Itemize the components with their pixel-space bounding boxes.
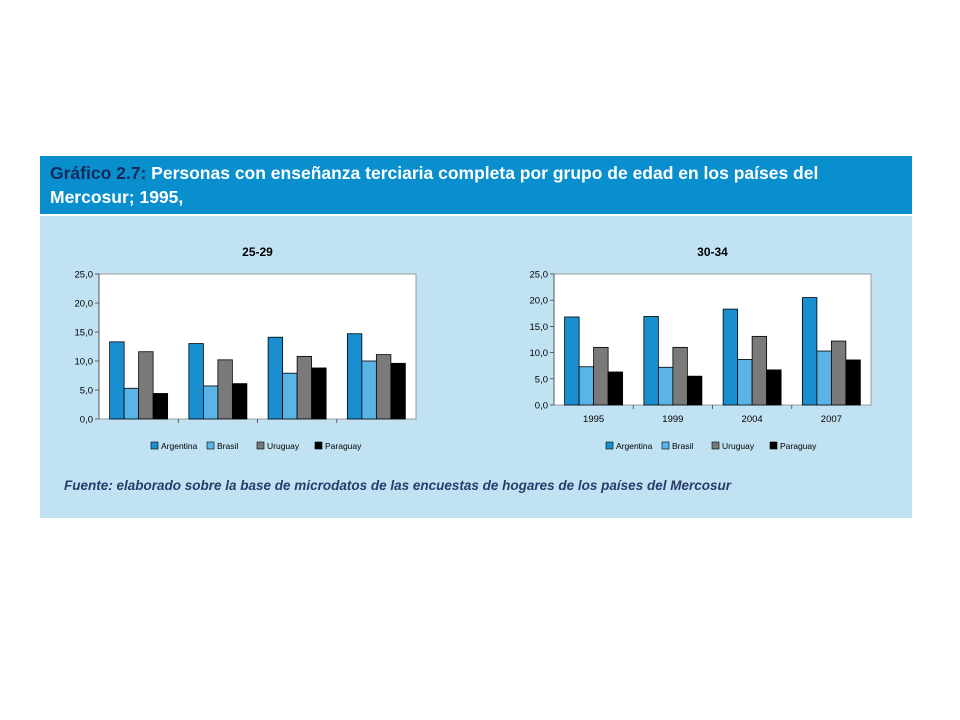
- legend-swatch: [150, 441, 159, 450]
- figure-label: Gráfico 2.7:: [50, 163, 147, 183]
- y-tick-label: 5,0: [535, 374, 548, 385]
- x-tick-label: 1999: [662, 414, 683, 425]
- bar-argentina: [267, 336, 284, 420]
- x-tick-label: 1995: [583, 414, 604, 425]
- bar-brasil: [361, 360, 377, 420]
- x-tick-label: 2007: [821, 414, 842, 425]
- bar-uruguay: [672, 346, 688, 406]
- bar-brasil: [123, 387, 140, 420]
- legend-label: Argentina: [161, 441, 198, 451]
- bar-brasil: [578, 366, 595, 406]
- bar-uruguay: [296, 355, 313, 420]
- bar-paraguay: [766, 369, 782, 406]
- bar-uruguay: [375, 354, 392, 420]
- legend-swatch: [711, 441, 720, 450]
- legend-swatch: [256, 441, 265, 450]
- y-tick-label: 15,0: [530, 322, 549, 333]
- bar-argentina: [109, 341, 125, 420]
- bar-paraguay: [311, 367, 327, 420]
- bar-brasil: [737, 359, 753, 406]
- bar-uruguay: [830, 340, 847, 406]
- y-tick-label: 0,0: [80, 415, 93, 426]
- y-tick-label: 25,0: [530, 270, 549, 281]
- legend-label: Paraguay: [325, 441, 362, 451]
- bar-uruguay: [593, 346, 609, 406]
- chart-header: Gráfico 2.7: Personas con enseñanza terc…: [40, 156, 912, 231]
- bar-argentina: [188, 343, 204, 420]
- bar-paraguay: [686, 375, 703, 406]
- bar-brasil: [202, 385, 219, 420]
- chart-title: 25-29: [242, 245, 273, 259]
- y-tick-label: 20,0: [75, 299, 94, 310]
- bar-argentina: [643, 316, 659, 406]
- bar-argentina: [722, 308, 739, 406]
- y-tick-label: 0,0: [535, 401, 548, 412]
- y-tick-label: 20,0: [530, 296, 549, 307]
- bar-brasil: [816, 350, 832, 406]
- bar-uruguay: [217, 359, 233, 420]
- y-tick-label: 10,0: [530, 348, 549, 359]
- y-tick-label: 10,0: [75, 357, 94, 368]
- bar-paraguay: [845, 359, 861, 406]
- legend-swatch: [206, 441, 215, 450]
- legend-label: Paraguay: [780, 441, 817, 451]
- bar-argentina: [346, 333, 363, 420]
- source-note: Fuente: elaborado sobre la base de micro…: [64, 478, 731, 493]
- legend-label: Uruguay: [722, 441, 755, 451]
- y-tick-label: 5,0: [80, 386, 93, 397]
- y-tick-label: 25,0: [75, 270, 94, 281]
- x-tick-label: 2004: [742, 414, 763, 425]
- bar-paraguay: [152, 393, 169, 420]
- bar-uruguay: [138, 351, 154, 420]
- legend-label: Brasil: [672, 441, 693, 451]
- bar-brasil: [282, 372, 298, 420]
- legend-swatch: [314, 441, 323, 450]
- bar-argentina: [801, 297, 818, 406]
- bar-uruguay: [751, 335, 768, 406]
- chart-panel: 25-29 0,0 5,0 10,0 15,0 20,0 25,0 Argentina Bras…: [40, 216, 912, 518]
- chart-title: 30-34: [697, 245, 728, 259]
- bar-paraguay: [231, 383, 248, 420]
- y-tick-label: 15,0: [75, 328, 94, 339]
- bar-argentina: [564, 316, 580, 406]
- legend-swatch: [661, 441, 670, 450]
- figure-title-line-1: Personas con enseñanza terciaria complet…: [50, 163, 819, 207]
- legend-swatch: [769, 441, 778, 450]
- bar-brasil: [657, 366, 674, 406]
- bar-paraguay: [390, 362, 406, 420]
- legend-label: Brasil: [217, 441, 238, 451]
- header-line-1: Gráfico 2.7: Personas con enseñanza terc…: [50, 161, 902, 209]
- legend-label: Argentina: [616, 441, 653, 451]
- bar-paraguay: [607, 371, 624, 406]
- charts-svg: 25-29 0,0 5,0 10,0 15,0 20,0 25,0 Argentina Bras…: [75, 245, 872, 451]
- legend-swatch: [605, 441, 614, 450]
- legend-label: Uruguay: [267, 441, 300, 451]
